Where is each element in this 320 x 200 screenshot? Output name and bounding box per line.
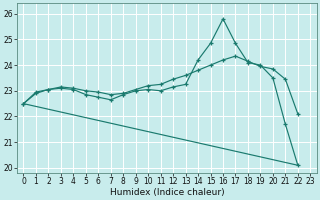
X-axis label: Humidex (Indice chaleur): Humidex (Indice chaleur) (109, 188, 224, 197)
